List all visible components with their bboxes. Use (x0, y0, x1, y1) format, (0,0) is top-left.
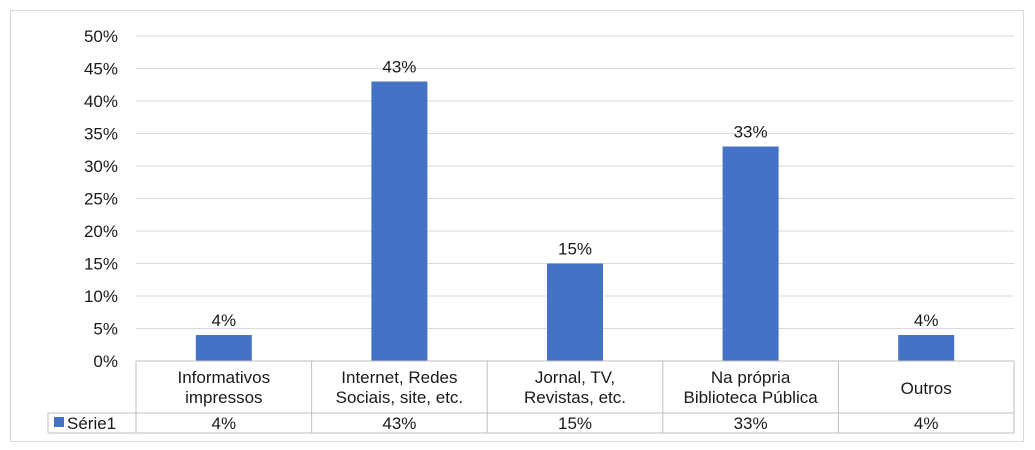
data-label: 33% (734, 123, 768, 142)
table-value: 4% (212, 414, 237, 433)
data-label: 4% (212, 311, 237, 330)
y-tick-label: 0% (93, 352, 118, 371)
y-tick-label: 45% (84, 60, 118, 79)
y-tick-label: 35% (84, 125, 118, 144)
legend-key (54, 417, 64, 427)
y-tick-label: 25% (84, 190, 118, 209)
table-value: 43% (382, 414, 416, 433)
table-value: 15% (558, 414, 592, 433)
category-label: Outros (901, 379, 952, 398)
y-tick-label: 30% (84, 157, 118, 176)
category-label: Na própria (711, 368, 791, 387)
bar (898, 335, 955, 361)
table-value: 33% (734, 414, 768, 433)
data-labels: 4% 43% 15% 33% 4% (212, 58, 939, 331)
category-label: Internet, Redes (341, 368, 457, 387)
data-label: 4% (914, 311, 939, 330)
y-tick-label: 10% (84, 287, 118, 306)
y-tick-label: 40% (84, 92, 118, 111)
bars (195, 81, 955, 361)
y-tick-label: 15% (84, 255, 118, 274)
gridlines (136, 35, 1014, 329)
chart-frame: 0% 5% 10% 15% 20% 25% 30% 35% 40% 45% 50% 4% 43% 15%… (10, 10, 1024, 442)
bar (547, 263, 603, 361)
category-label: impressos (185, 388, 262, 407)
category-label: Biblioteca Pública (683, 388, 818, 407)
category-label: Revistas, etc. (524, 388, 626, 407)
bar-chart: 0% 5% 10% 15% 20% 25% 30% 35% 40% 45% 50% 4% 43% 15%… (47, 27, 1015, 434)
table-value: 4% (914, 414, 939, 433)
category-label: Sociais, site, etc. (336, 388, 464, 407)
y-axis-ticks: 0% 5% 10% 15% 20% 25% 30% 35% 40% 45% 50% (84, 27, 118, 371)
bar (371, 81, 428, 361)
bar (195, 335, 252, 361)
y-tick-label: 20% (84, 222, 118, 241)
series-name: Série1 (67, 414, 116, 433)
bar (722, 146, 779, 361)
data-label: 15% (558, 240, 592, 259)
y-tick-label: 5% (93, 320, 118, 339)
category-label: Jornal, TV, (535, 368, 615, 387)
data-label: 43% (382, 58, 416, 77)
y-tick-label: 50% (84, 27, 118, 46)
category-label: Informativos (178, 368, 271, 387)
